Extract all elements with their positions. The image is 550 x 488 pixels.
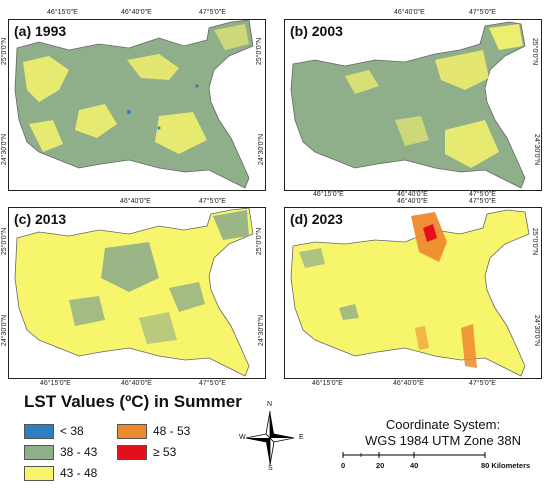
- legend-label: 38 - 43: [60, 445, 98, 459]
- lon-tick-label: 46°40'0"E: [120, 198, 151, 205]
- lon-tick-label: 46°15'0"E: [313, 191, 344, 198]
- legend-swatch: [117, 424, 147, 439]
- lon-tick-label: 46°15'0"E: [312, 380, 343, 387]
- panel-label: (c) 2013: [14, 211, 67, 227]
- scale-bar: [341, 451, 491, 463]
- panel-label: (b) 2003: [290, 23, 343, 39]
- lon-tick-label: 46°40'0"E: [397, 198, 428, 205]
- map-panel-1993: (a) 1993: [8, 19, 266, 191]
- lat-tick-label: 24°30'0"N: [258, 133, 266, 166]
- lat-tick-label: 24°30'0"N: [533, 133, 541, 166]
- legend-title: LST Values (ºC) in Summer: [24, 392, 242, 411]
- scale-bar-label: 0: [341, 461, 346, 470]
- lat-tick-label: 25°0'0"N: [256, 37, 264, 66]
- study-area-map-1993: [14, 20, 254, 189]
- lat-tick-label: 25°0'0"N: [1, 37, 9, 66]
- legend-label: ≥ 53: [153, 445, 177, 459]
- legend-swatch: [117, 445, 147, 460]
- lon-tick-label: 46°40'0"E: [394, 9, 425, 16]
- legend-label: < 38: [60, 424, 84, 438]
- lon-tick-label: 47°5'0"E: [199, 198, 226, 205]
- lon-tick-label: 46°40'0"E: [121, 9, 152, 16]
- legend-swatch: [24, 466, 54, 481]
- lon-tick-label: 47°5'0"E: [469, 380, 496, 387]
- lon-tick-label: 47°5'0"E: [469, 191, 496, 198]
- coordinate-system-line2: WGS 1984 UTM Zone 38N: [364, 433, 522, 448]
- panel-label: (d) 2023: [290, 211, 343, 227]
- lat-tick-label: 24°30'0"N: [1, 133, 9, 166]
- lon-tick-label: 46°15'0"E: [47, 9, 78, 16]
- lon-tick-label: 46°40'0"E: [121, 380, 152, 387]
- panel-label: (a) 1993: [14, 23, 67, 39]
- legend-label: 43 - 48: [60, 466, 98, 480]
- scale-bar-label: 40: [410, 461, 419, 470]
- map-panel-2013: (c) 2013: [8, 207, 266, 379]
- lat-tick-label: 25°0'0"N: [531, 37, 539, 66]
- north-arrow-icon: [236, 405, 304, 471]
- lon-tick-label: 47°5'0"E: [199, 9, 226, 16]
- legend-swatch: [24, 424, 54, 439]
- study-area-map-2013: [14, 208, 254, 377]
- lat-tick-label: 25°0'0"N: [256, 227, 264, 256]
- coordinate-system-line1: Coordinate System:: [385, 417, 501, 432]
- lat-tick-label: 24°30'0"N: [258, 314, 266, 347]
- lat-tick-label: 25°0'0"N: [1, 227, 9, 256]
- lon-tick-label: 46°15'0"E: [40, 380, 71, 387]
- legend-swatch: [24, 445, 54, 460]
- lon-tick-label: 47°5'0"E: [469, 9, 496, 16]
- lon-tick-label: 46°40'0"E: [397, 191, 428, 198]
- lat-tick-label: 25°0'0"N: [531, 227, 539, 256]
- compass-s-label: S: [268, 465, 273, 472]
- study-area-map-2023: [290, 209, 530, 377]
- map-panel-2023: (d) 2023: [284, 207, 542, 379]
- lon-tick-label: 46°40'0"E: [393, 380, 424, 387]
- lat-tick-label: 24°30'0"N: [1, 314, 9, 347]
- study-area-map-2003: [290, 21, 526, 189]
- scale-bar-label: 80 Kilometers: [481, 461, 531, 470]
- scale-bar-label: 20: [376, 461, 385, 470]
- compass-n-label: N: [267, 401, 273, 408]
- legend-label: 48 - 53: [153, 424, 191, 438]
- lon-tick-label: 47°5'0"E: [469, 198, 496, 205]
- compass-e-label: E: [299, 434, 304, 441]
- lon-tick-label: 47°5'0"E: [199, 380, 226, 387]
- map-panel-2003: (b) 2003: [284, 19, 542, 191]
- compass-w-label: W: [239, 434, 246, 441]
- lat-tick-label: 24°30'0"N: [533, 314, 541, 347]
